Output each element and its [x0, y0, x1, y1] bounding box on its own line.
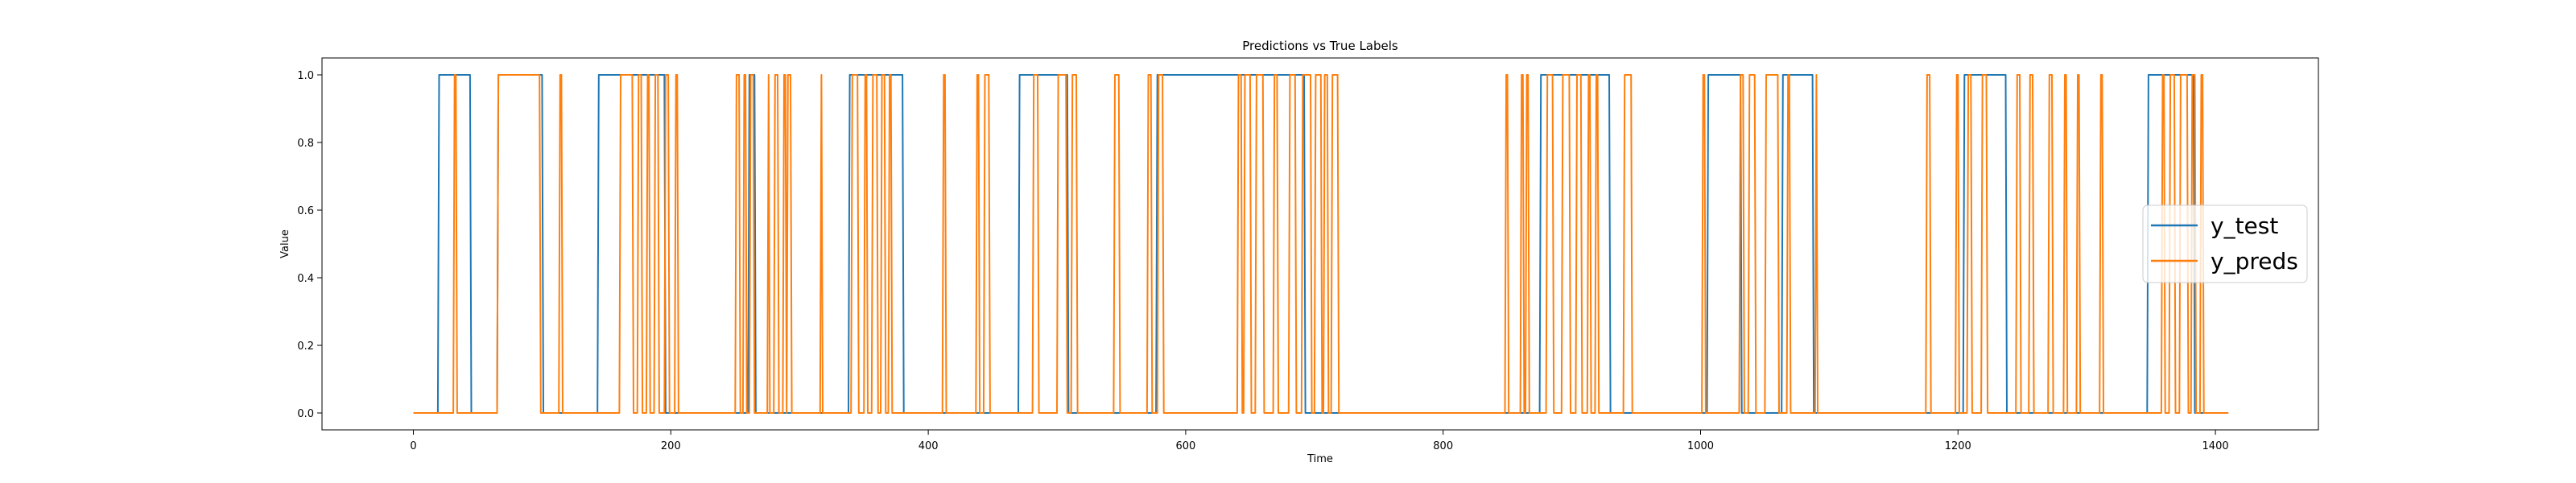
- chart-title: Predictions vs True Labels: [1242, 39, 1398, 53]
- plot-frame: [321, 57, 2319, 431]
- y-tick-label: 0.6: [297, 205, 314, 217]
- x-tick-label: 1000: [1687, 440, 1714, 452]
- y-axis-label: Value: [279, 229, 291, 258]
- x-tick-label: 400: [919, 440, 939, 452]
- y-tick-label: 0.0: [297, 408, 314, 420]
- y-tick-label: 0.4: [297, 273, 314, 285]
- legend: y_test y_preds: [2142, 204, 2308, 283]
- plot-area: [321, 57, 2319, 431]
- y-tick-label: 0.8: [297, 138, 314, 150]
- x-tick-label: 1400: [2202, 440, 2229, 452]
- x-axis-label: Time: [1307, 453, 1333, 465]
- x-tick-label: 0: [410, 440, 416, 452]
- x-tick-label: 600: [1175, 440, 1195, 452]
- x-tick-label: 200: [661, 440, 681, 452]
- y-axis: 0.0 0.2 0.4 0.6 0.8 1.0: [297, 70, 322, 420]
- y-tick-label: 0.2: [297, 341, 314, 353]
- series-layer: [413, 74, 2229, 414]
- y-tick-label: 1.0: [297, 70, 314, 82]
- x-axis: 0 200 400 600 800 1000 1200 1400: [410, 430, 2229, 452]
- series-line-y-preds: [413, 74, 2229, 414]
- x-tick-label: 800: [1433, 440, 1453, 452]
- x-tick-label: 1200: [1945, 440, 1971, 452]
- legend-label-y-preds: y_preds: [2211, 248, 2298, 275]
- legend-label-y-test: y_test: [2211, 213, 2278, 239]
